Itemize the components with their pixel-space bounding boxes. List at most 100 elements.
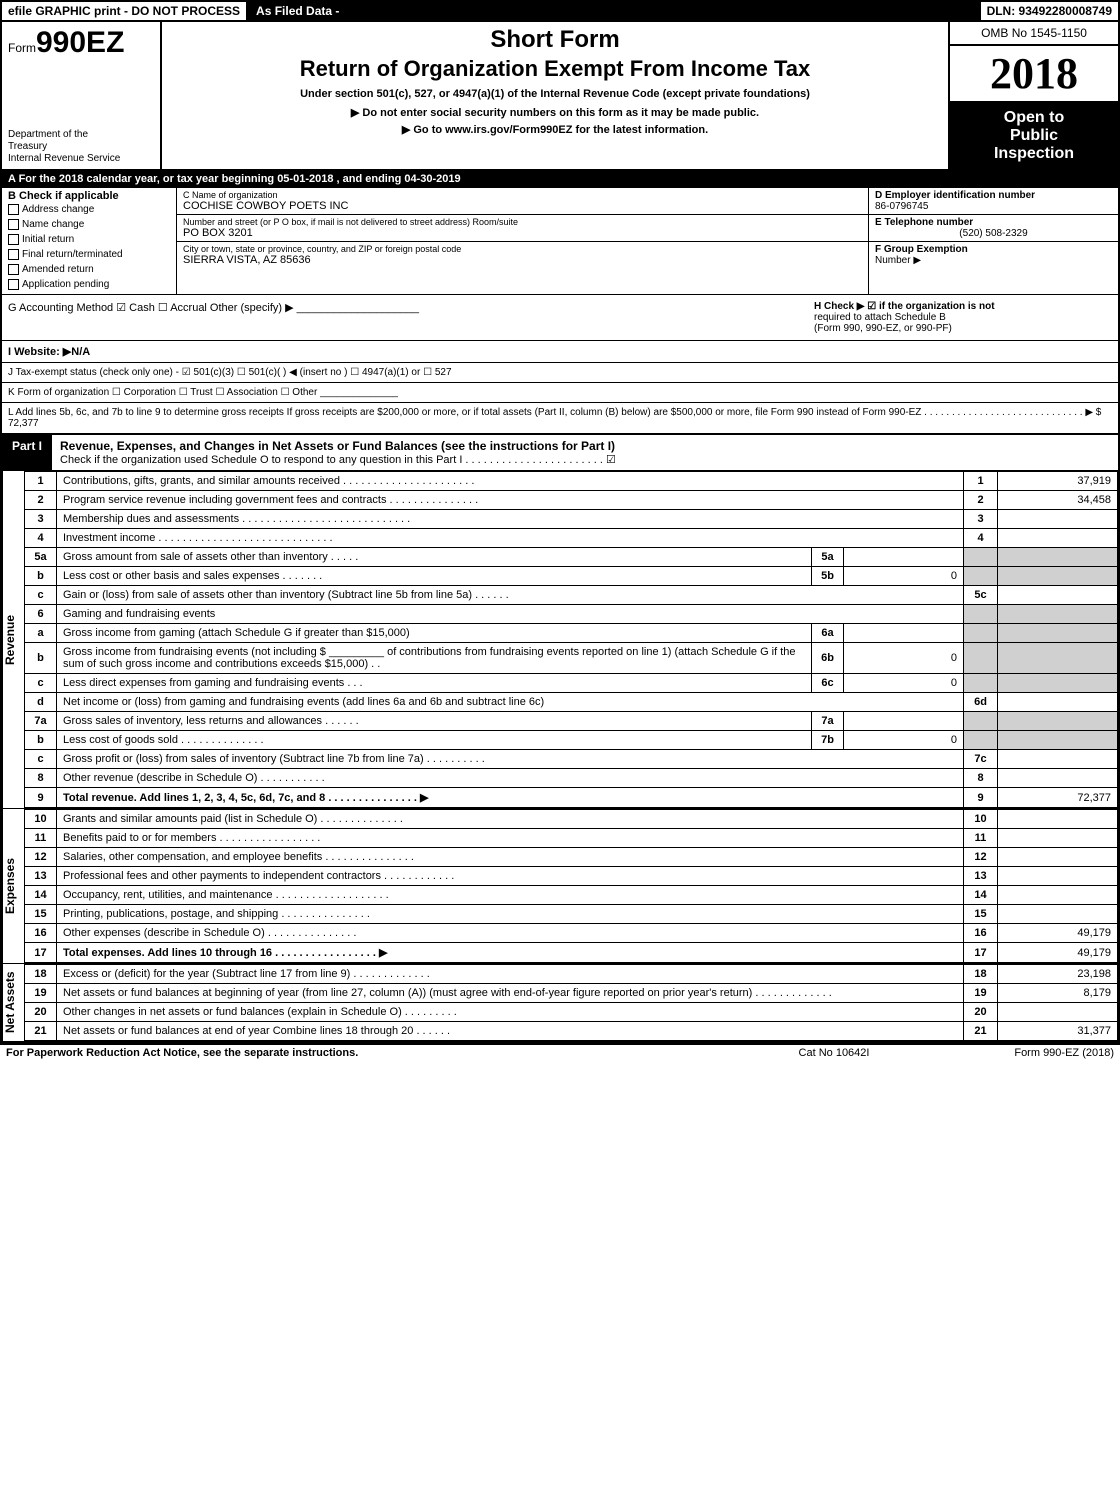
l4-v bbox=[998, 529, 1118, 548]
c-name-lbl: C Name of organization bbox=[183, 190, 862, 200]
l6-n: 6 bbox=[25, 605, 57, 624]
l9-bn: 9 bbox=[964, 788, 998, 808]
l18-d: Excess or (deficit) for the year (Subtra… bbox=[57, 965, 964, 984]
h-line3: (Form 990, 990-EZ, or 990-PF) bbox=[814, 323, 1112, 334]
form-title: Return of Organization Exempt From Incom… bbox=[168, 56, 942, 82]
open-line1: Open to bbox=[952, 109, 1116, 127]
netassets-table: 18Excess or (deficit) for the year (Subt… bbox=[24, 964, 1118, 1041]
l5a-d: Gross amount from sale of assets other t… bbox=[57, 548, 812, 567]
l18-n: 18 bbox=[25, 965, 57, 984]
chk-final[interactable]: Final return/terminated bbox=[8, 247, 170, 262]
l8-n: 8 bbox=[25, 769, 57, 788]
footer-center: Cat No 10642I bbox=[734, 1047, 934, 1059]
l21-v: 31,377 bbox=[998, 1022, 1118, 1041]
l18-v: 23,198 bbox=[998, 965, 1118, 984]
l12-bn: 12 bbox=[964, 848, 998, 867]
chk-pending[interactable]: Application pending bbox=[8, 277, 170, 292]
l17-d: Total expenses. Add lines 10 through 16 … bbox=[57, 943, 964, 963]
part1-title: Revenue, Expenses, and Changes in Net As… bbox=[60, 439, 615, 453]
dept-line3: Internal Revenue Service bbox=[8, 153, 154, 165]
l11-d: Benefits paid to or for members . . . . … bbox=[57, 829, 964, 848]
l10-d: Grants and similar amounts paid (list in… bbox=[57, 810, 964, 829]
expenses-table: 10Grants and similar amounts paid (list … bbox=[24, 809, 1118, 963]
l16-n: 16 bbox=[25, 924, 57, 943]
l18-bn: 18 bbox=[964, 965, 998, 984]
chk-initial[interactable]: Initial return bbox=[8, 232, 170, 247]
l6d-bn: 6d bbox=[964, 693, 998, 712]
footer-left: For Paperwork Reduction Act Notice, see … bbox=[6, 1047, 734, 1059]
side-revenue: Revenue bbox=[2, 471, 24, 808]
header-col2: Short Form Return of Organization Exempt… bbox=[162, 22, 948, 169]
l3-d: Membership dues and assessments . . . . … bbox=[57, 510, 964, 529]
e-lbl: E Telephone number bbox=[875, 217, 1112, 228]
dept-line1: Department of the bbox=[8, 129, 154, 141]
l6c-sv: 0 bbox=[844, 674, 964, 693]
form-subtitle: Under section 501(c), 527, or 4947(a)(1)… bbox=[168, 88, 942, 100]
l6b-shade1 bbox=[964, 643, 998, 674]
l15-bn: 15 bbox=[964, 905, 998, 924]
e-cell: E Telephone number (520) 508-2329 bbox=[869, 215, 1118, 242]
c-city-cell: City or town, state or province, country… bbox=[177, 242, 868, 268]
form-num: 990EZ bbox=[36, 26, 124, 59]
b-heading: B Check if applicable bbox=[8, 190, 170, 202]
l7a-d: Gross sales of inventory, less returns a… bbox=[57, 712, 812, 731]
l20-bn: 20 bbox=[964, 1003, 998, 1022]
l5a-shade1 bbox=[964, 548, 998, 567]
l5c-d: Gain or (loss) from sale of assets other… bbox=[57, 586, 964, 605]
l3-v bbox=[998, 510, 1118, 529]
top-bar: efile GRAPHIC print - DO NOT PROCESS As … bbox=[2, 2, 1118, 22]
c-addr-cell: Number and street (or P O box, if mail i… bbox=[177, 215, 868, 242]
part1-sub: Check if the organization used Schedule … bbox=[60, 454, 616, 466]
l7a-n: 7a bbox=[25, 712, 57, 731]
l7b-sn: 7b bbox=[812, 731, 844, 750]
l19-d: Net assets or fund balances at beginning… bbox=[57, 984, 964, 1003]
expenses-section: Expenses 10Grants and similar amounts pa… bbox=[2, 809, 1118, 964]
l5a-sv bbox=[844, 548, 964, 567]
l6c-shade2 bbox=[998, 674, 1118, 693]
l16-d: Other expenses (describe in Schedule O) … bbox=[57, 924, 964, 943]
l11-v bbox=[998, 829, 1118, 848]
l9-n: 9 bbox=[25, 788, 57, 808]
l12-n: 12 bbox=[25, 848, 57, 867]
l5b-shade1 bbox=[964, 567, 998, 586]
l9-v: 72,377 bbox=[998, 788, 1118, 808]
header: Form990EZ Department of the Treasury Int… bbox=[2, 22, 1118, 171]
f-lbl2: Number ▶ bbox=[875, 255, 921, 266]
l12-d: Salaries, other compensation, and employ… bbox=[57, 848, 964, 867]
f-cell: F Group Exemption Number ▶ bbox=[869, 242, 1118, 268]
l5b-shade2 bbox=[998, 567, 1118, 586]
h-line2: required to attach Schedule B bbox=[814, 312, 1112, 323]
footer-right: Form 990-EZ (2018) bbox=[934, 1047, 1114, 1059]
side-netassets: Net Assets bbox=[2, 964, 24, 1041]
row-a: A For the 2018 calendar year, or tax yea… bbox=[2, 171, 1118, 188]
l10-n: 10 bbox=[25, 810, 57, 829]
l20-d: Other changes in net assets or fund bala… bbox=[57, 1003, 964, 1022]
l7c-v bbox=[998, 750, 1118, 769]
chk-amended[interactable]: Amended return bbox=[8, 262, 170, 277]
l8-d: Other revenue (describe in Schedule O) .… bbox=[57, 769, 964, 788]
row-gh: G Accounting Method ☑ Cash ☐ Accrual Oth… bbox=[2, 295, 1118, 341]
header-col3: OMB No 1545-1150 2018 Open to Public Ins… bbox=[948, 22, 1118, 169]
l6b-sn: 6b bbox=[812, 643, 844, 674]
l6b-sv: 0 bbox=[844, 643, 964, 674]
chk-address[interactable]: Address change bbox=[8, 202, 170, 217]
l1-d: Contributions, gifts, grants, and simila… bbox=[57, 472, 964, 491]
l9-d: Total revenue. Add lines 1, 2, 3, 4, 5c,… bbox=[57, 788, 964, 808]
l7c-bn: 7c bbox=[964, 750, 998, 769]
l6a-shade2 bbox=[998, 624, 1118, 643]
l3-n: 3 bbox=[25, 510, 57, 529]
l7b-shade1 bbox=[964, 731, 998, 750]
d-val: 86-0796745 bbox=[875, 201, 1112, 212]
l19-bn: 19 bbox=[964, 984, 998, 1003]
l1-n: 1 bbox=[25, 472, 57, 491]
l5c-n: c bbox=[25, 586, 57, 605]
part1-tag: Part I bbox=[2, 435, 52, 470]
row-k: K Form of organization ☐ Corporation ☐ T… bbox=[2, 383, 1118, 403]
c-addr-lbl: Number and street (or P O box, if mail i… bbox=[183, 217, 862, 227]
l6a-d: Gross income from gaming (attach Schedul… bbox=[57, 624, 812, 643]
note-ssn: ▶ Do not enter social security numbers o… bbox=[168, 106, 942, 119]
c-name-val: COCHISE COWBOY POETS INC bbox=[183, 200, 862, 212]
revenue-section: Revenue 1Contributions, gifts, grants, a… bbox=[2, 471, 1118, 809]
d-lbl: D Employer identification number bbox=[875, 190, 1112, 201]
chk-name[interactable]: Name change bbox=[8, 217, 170, 232]
